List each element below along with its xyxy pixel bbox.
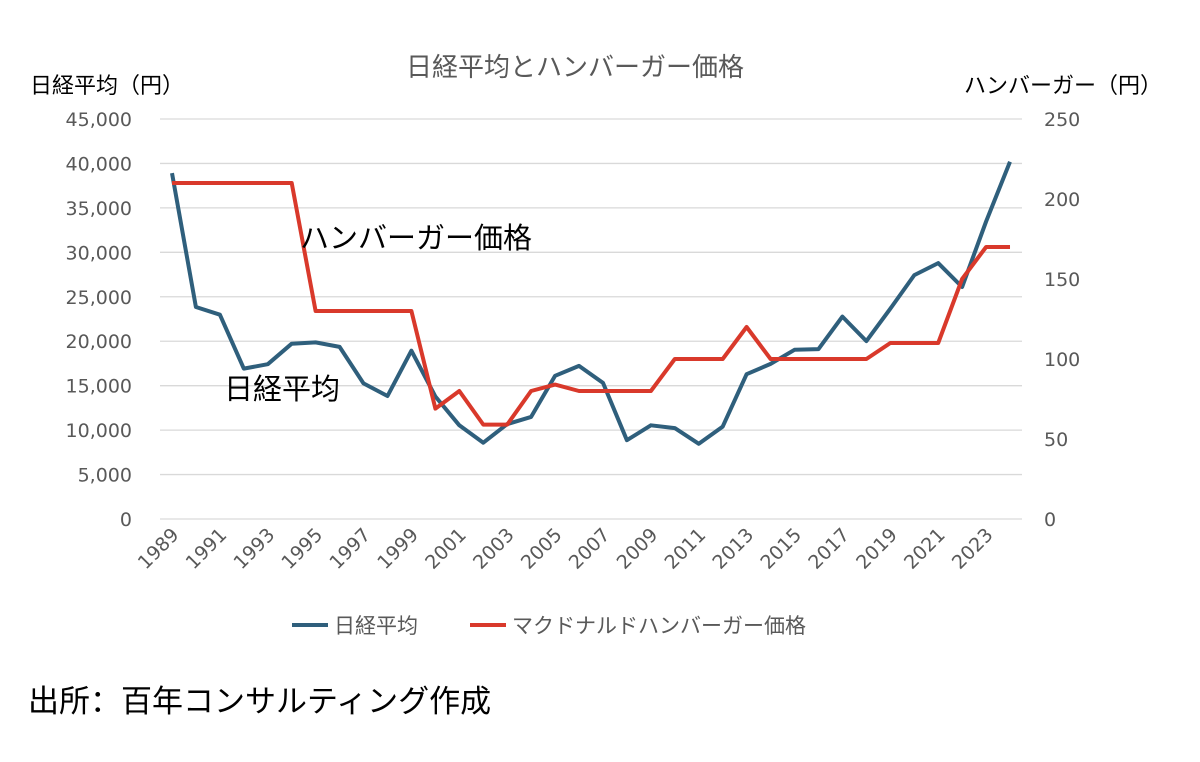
y-right-tick-label: 150 (1044, 269, 1080, 291)
y-left-tick-label: 35,000 (66, 198, 132, 220)
x-tick-label: 1991 (182, 524, 232, 574)
y-left-tick-label: 15,000 (66, 376, 132, 398)
x-tick-label: 2003 (469, 524, 519, 574)
right-axis-label: ハンバーガー（円） (964, 74, 1162, 99)
x-tick-label: 2017 (804, 524, 854, 574)
y-left-tick-label: 30,000 (66, 242, 132, 264)
annotation-nikkei: 日経平均 (224, 372, 340, 406)
x-tick-label: 1989 (134, 524, 184, 574)
x-tick-label: 2011 (661, 524, 711, 574)
y-left-tick-label: 5,000 (78, 465, 132, 487)
y-left-tick-label: 10,000 (66, 420, 132, 442)
x-tick-label: 2019 (852, 524, 902, 574)
x-tick-label: 1995 (277, 524, 327, 574)
y-left-tick-label: 40,000 (66, 153, 132, 175)
annotation-burger: ハンバーガー価格 (300, 221, 532, 255)
series-line-burger (172, 181, 1010, 427)
x-tick-label: 2015 (756, 524, 806, 574)
x-tick-label: 2005 (517, 524, 567, 574)
legend-label-burger: マクドナルドハンバーガー価格 (512, 614, 806, 638)
y-left-tick-label: 45,000 (66, 109, 132, 131)
y-left-tick-label: 20,000 (66, 331, 132, 353)
y-right-tick-label: 100 (1044, 349, 1080, 371)
left-axis-label: 日経平均（円） (30, 74, 184, 99)
series-line-nikkei (170, 160, 1012, 446)
x-tick-label: 1997 (325, 524, 375, 574)
x-tick-label: 2023 (948, 524, 998, 574)
y-right-tick-label: 250 (1044, 109, 1080, 131)
legend: 日経平均 マクドナルドハンバーガー価格 (292, 614, 806, 638)
y-right-tick-label: 50 (1044, 429, 1068, 451)
x-tick-label: 1993 (230, 524, 280, 574)
x-tick-label: 2009 (613, 524, 663, 574)
x-tick-label: 1999 (373, 524, 423, 574)
chart-title: 日経平均とハンバーガー価格 (406, 53, 744, 83)
y-right-tick-label: 0 (1044, 509, 1056, 531)
y-right-tick-label: 200 (1044, 189, 1080, 211)
legend-label-nikkei: 日経平均 (334, 614, 418, 638)
x-tick-label: 2001 (421, 524, 471, 574)
y-left-tick-label: 0 (120, 509, 132, 531)
y-left-tick-label: 25,000 (66, 287, 132, 309)
x-tick-label: 2007 (565, 524, 615, 574)
x-tick-label: 2021 (900, 524, 950, 574)
x-tick-label: 2013 (708, 524, 758, 574)
source-note: 出所：百年コンサルティング作成 (28, 684, 491, 720)
